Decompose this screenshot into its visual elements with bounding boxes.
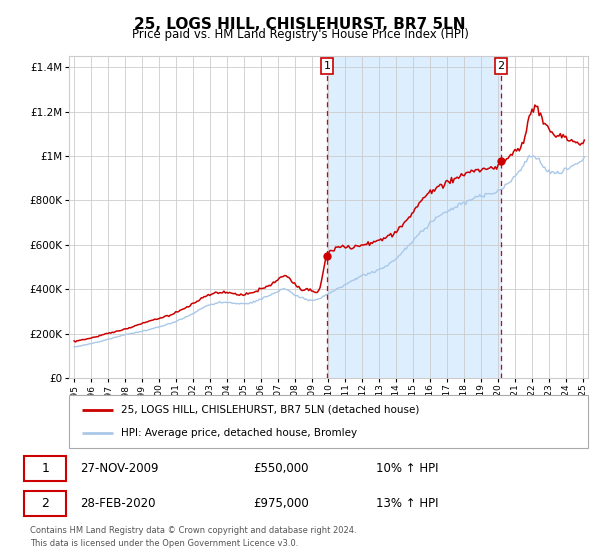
Text: 1: 1 <box>323 61 331 71</box>
Text: 25, LOGS HILL, CHISLEHURST, BR7 5LN (detached house): 25, LOGS HILL, CHISLEHURST, BR7 5LN (det… <box>121 405 419 415</box>
Text: £550,000: £550,000 <box>253 462 309 475</box>
Text: 2: 2 <box>41 497 49 510</box>
FancyBboxPatch shape <box>25 491 66 516</box>
Text: Contains HM Land Registry data © Crown copyright and database right 2024.: Contains HM Land Registry data © Crown c… <box>30 526 356 535</box>
FancyBboxPatch shape <box>69 395 588 448</box>
Text: 27-NOV-2009: 27-NOV-2009 <box>80 462 159 475</box>
Text: HPI: Average price, detached house, Bromley: HPI: Average price, detached house, Brom… <box>121 428 357 438</box>
Text: This data is licensed under the Open Government Licence v3.0.: This data is licensed under the Open Gov… <box>30 539 298 548</box>
Text: 10% ↑ HPI: 10% ↑ HPI <box>376 462 439 475</box>
Text: 25, LOGS HILL, CHISLEHURST, BR7 5LN: 25, LOGS HILL, CHISLEHURST, BR7 5LN <box>134 17 466 32</box>
Text: £975,000: £975,000 <box>253 497 309 510</box>
Text: 28-FEB-2020: 28-FEB-2020 <box>80 497 156 510</box>
Text: Price paid vs. HM Land Registry's House Price Index (HPI): Price paid vs. HM Land Registry's House … <box>131 28 469 41</box>
Text: 2: 2 <box>497 61 505 71</box>
Text: 1: 1 <box>41 462 49 475</box>
FancyBboxPatch shape <box>25 456 66 481</box>
Text: 13% ↑ HPI: 13% ↑ HPI <box>376 497 439 510</box>
Bar <box>327 56 501 378</box>
